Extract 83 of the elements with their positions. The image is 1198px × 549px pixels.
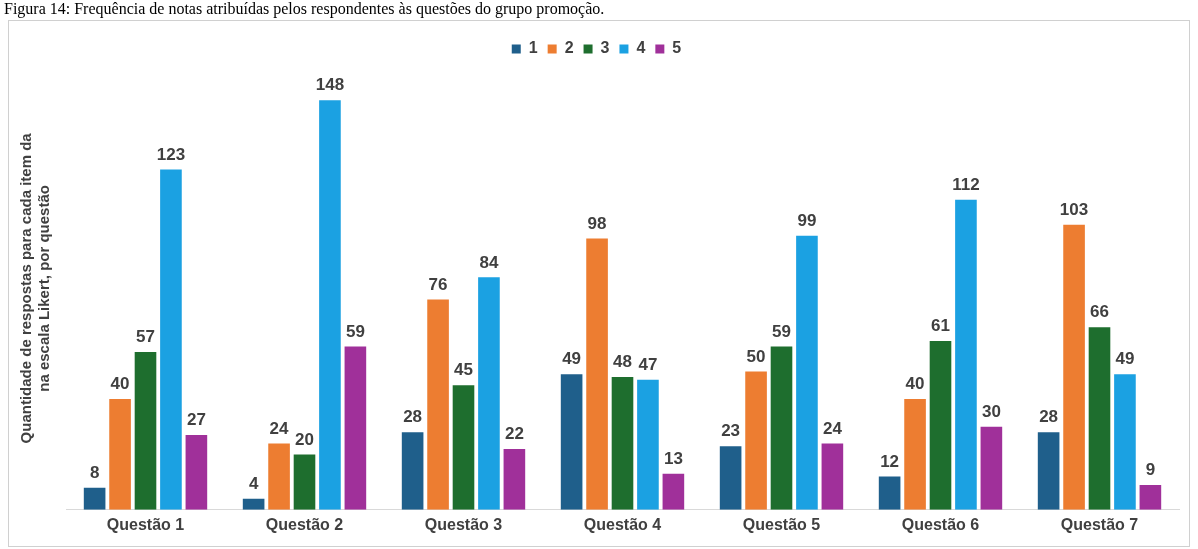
bar [268,443,290,510]
bar [662,473,685,510]
bar [452,385,475,510]
bar [1139,484,1162,510]
data-label: 99 [797,211,817,231]
bar [637,379,659,510]
data-label: 61 [931,316,950,336]
x-tick-label: Questão 6 [901,515,980,533]
data-label: 22 [504,424,524,444]
data-label: 8 [89,462,100,482]
data-label: 49 [1115,349,1135,369]
data-label: 4 [248,473,259,493]
bar [821,443,844,510]
bar [427,299,449,510]
data-label: 66 [1090,302,1109,322]
bar [503,448,526,510]
data-label: 123 [156,144,186,164]
legend-label: 2 [564,39,574,57]
data-label: 13 [663,449,683,469]
legend-label: 1 [528,39,538,57]
legend-label: 5 [672,39,682,57]
bar [796,235,818,510]
bar [611,376,634,510]
bar [745,371,767,510]
bar [586,238,608,510]
data-label: 23 [721,421,741,441]
x-tick-label: Questão 5 [742,515,821,533]
x-tick-label: Questão 7 [1060,515,1139,533]
x-tick-label: Questão 1 [106,515,185,533]
bar [770,346,793,510]
bar [1114,374,1136,510]
data-label: 40 [110,374,130,394]
bar [83,487,106,510]
data-label: 57 [136,327,155,347]
data-label: 49 [562,349,582,369]
bar [878,476,901,510]
data-label: 84 [479,252,499,272]
data-label: 24 [822,418,843,438]
data-label: 112 [952,175,980,195]
data-label: 12 [880,451,900,471]
data-label: 50 [746,346,766,366]
bar [344,346,367,510]
chart-title: Figura 14: Frequência de notas atribuídas pelos respondentes às questões do grupo promoção. [3,0,606,18]
data-label: 148 [315,75,345,95]
data-label: 28 [1039,407,1059,427]
y-axis-title: Quantidade de respostas para cada item da na escala Likert, por questão [17,132,53,444]
bar [160,169,182,510]
data-label: 24 [269,418,290,438]
bar [719,446,742,510]
x-tick-label: Questão 2 [265,515,344,533]
bar [109,399,131,510]
bar [293,454,316,510]
data-label: 59 [772,321,791,341]
legend-label: 4 [636,39,646,57]
data-label: 98 [587,213,607,233]
bar [955,199,977,510]
data-label: 45 [454,360,473,380]
bar [929,340,952,510]
legend-label: 3 [600,39,610,57]
data-label: 59 [345,321,365,341]
data-label: 48 [613,352,632,372]
x-tick-label: Questão 4 [583,515,662,533]
bar [134,352,157,510]
data-label: 27 [186,410,206,430]
bar [560,374,583,510]
bar [980,426,1003,510]
data-label: 28 [403,407,423,427]
data-label: 76 [428,274,448,294]
bar [904,399,926,510]
data-label: 40 [905,374,925,394]
bar [478,277,500,510]
bar [1037,432,1060,510]
data-label: 103 [1059,199,1089,219]
data-label: 20 [295,429,314,449]
data-label: 9 [1145,460,1156,480]
bar [185,435,208,510]
data-label: 47 [638,354,658,374]
bar [401,432,424,510]
bar [1063,224,1085,510]
x-tick-label: Questão 3 [424,515,503,533]
bar [1088,327,1111,510]
data-label: 30 [981,401,1001,421]
bar [319,100,341,510]
